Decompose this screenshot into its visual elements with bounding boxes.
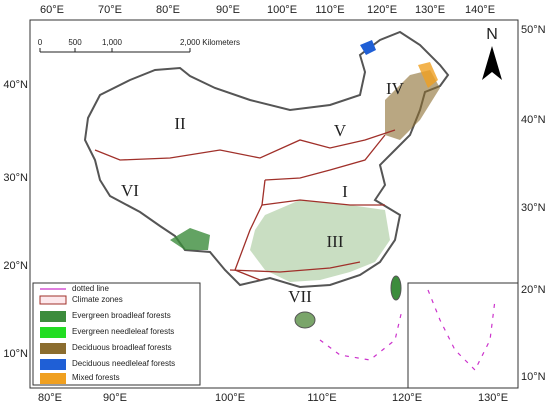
- forest-area: [250, 200, 390, 282]
- zone-label: V: [334, 121, 347, 140]
- left-tick-label: 30°N: [3, 172, 28, 184]
- island: [390, 275, 402, 301]
- legend-swatch: [40, 327, 66, 338]
- forest-area: [360, 40, 376, 55]
- top-tick-label: 60°E: [40, 4, 64, 16]
- bottom-tick-label: 90°E: [103, 392, 127, 404]
- legend-label: Evergreen needleleaf forests: [72, 327, 174, 336]
- top-tick-label: 100°E: [267, 4, 297, 16]
- legend-swatch: [40, 359, 66, 370]
- right-tick-label: 10°N: [521, 371, 546, 383]
- zone-boundary: [264, 134, 386, 181]
- north-arrow: [482, 46, 502, 80]
- zone-label: VII: [288, 287, 312, 306]
- zone-label: IV: [386, 79, 405, 98]
- right-tick-label: 30°N: [521, 202, 546, 214]
- legend-items: dotted line Climate zones Evergreen broadl…: [39, 284, 175, 384]
- zone-boundary: [94, 129, 396, 161]
- zone-label: III: [327, 232, 344, 251]
- right-tick-label: 20°N: [521, 284, 546, 296]
- scale-bar: [39, 48, 191, 53]
- bottom-tick-label: 120°E: [392, 392, 422, 404]
- right-tick-label: 40°N: [521, 114, 546, 126]
- zone-boundary: [261, 179, 385, 206]
- legend-swatch: [39, 295, 67, 305]
- scale-label: 1,000: [102, 38, 123, 47]
- island: [294, 311, 316, 329]
- left-tick-label: 20°N: [3, 260, 28, 272]
- legend-label: Evergreen broadleaf forests: [72, 311, 171, 320]
- right-tick-label: 50°N: [521, 24, 546, 36]
- top-tick-label: 130°E: [415, 4, 445, 16]
- legend-label: Deciduous broadleaf forests: [72, 343, 172, 352]
- bottom-tick-label: 80°E: [38, 392, 62, 404]
- left-tick-label: 40°N: [3, 79, 28, 91]
- scale-label: 0: [38, 38, 43, 47]
- zone-boundary: [234, 204, 263, 281]
- legend-swatch: [40, 311, 66, 322]
- forest-area: [170, 228, 210, 250]
- legend-label: Mixed forests: [72, 373, 120, 382]
- forest-area: [385, 70, 440, 140]
- zone-label: VI: [121, 181, 139, 200]
- scale-label: 500: [68, 38, 82, 47]
- top-tick-label: 70°E: [98, 4, 122, 16]
- top-tick-label: 140°E: [465, 4, 495, 16]
- tick-labels: 60°E 70°E 80°E 90°E 100°E 110°E 120°E 130°E 140°…: [3, 4, 545, 404]
- legend-swatch: [40, 343, 66, 354]
- bottom-tick-label: 100°E: [215, 392, 245, 404]
- top-tick-label: 120°E: [367, 4, 397, 16]
- zone-label: II: [174, 114, 186, 133]
- zone-boundary: [229, 261, 361, 273]
- zone-boundaries: [94, 129, 396, 281]
- inset-frame: [407, 282, 519, 389]
- legend-label: Climate zones: [72, 295, 123, 304]
- forest-area: [418, 62, 438, 88]
- legend-swatch: [40, 373, 66, 384]
- zone-label: I: [342, 182, 348, 201]
- top-tick-label: 110°E: [315, 4, 344, 16]
- bottom-tick-label: 110°E: [307, 392, 336, 404]
- legend-label: Deciduous needleleaf forests: [72, 359, 175, 368]
- left-tick-label: 10°N: [3, 348, 28, 360]
- scale-label: 2,000 Kilometers: [180, 38, 240, 47]
- top-tick-label: 90°E: [216, 4, 240, 16]
- legend-label: dotted line: [72, 284, 109, 293]
- bottom-tick-label: 130°E: [478, 392, 508, 404]
- top-tick-label: 80°E: [156, 4, 180, 16]
- north-label: N: [486, 26, 498, 43]
